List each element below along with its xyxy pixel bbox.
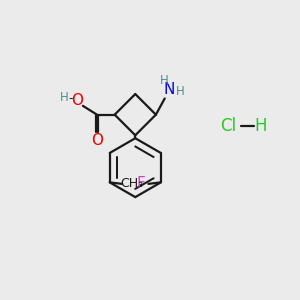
Text: Cl: Cl bbox=[220, 117, 236, 135]
Text: H: H bbox=[160, 74, 169, 87]
Text: O: O bbox=[91, 133, 103, 148]
Text: F: F bbox=[137, 176, 146, 191]
Text: H: H bbox=[254, 117, 267, 135]
Text: CH₃: CH₃ bbox=[120, 177, 143, 190]
Text: -: - bbox=[68, 92, 72, 105]
Text: H: H bbox=[60, 91, 69, 104]
Text: O: O bbox=[71, 93, 83, 108]
Text: N: N bbox=[163, 82, 175, 97]
Text: H: H bbox=[176, 85, 184, 98]
